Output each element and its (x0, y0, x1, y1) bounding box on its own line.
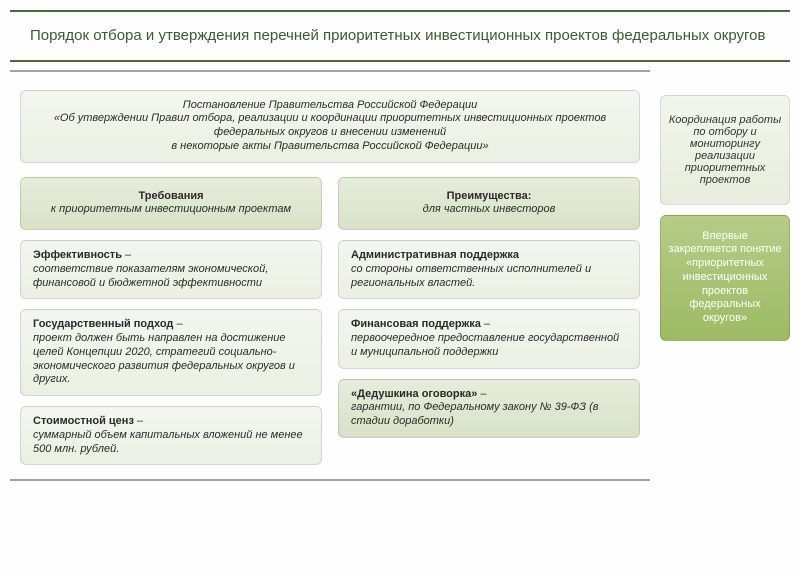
adv-header-rest: для частных инвесторов (423, 203, 556, 215)
item-title: «Дедушкина оговорка» (351, 388, 477, 400)
item-dash: – (134, 415, 143, 427)
req-item-3: Стоимостной ценз – суммарный объем капит… (20, 406, 322, 465)
decree-box: Постановление Правительства Российской Ф… (20, 90, 640, 163)
req-item-2: Государственный подход – проект должен б… (20, 309, 322, 396)
item-dash: – (173, 318, 182, 330)
item-body: со стороны ответственных исполнителей и … (351, 263, 591, 289)
item-title: Государственный подход (33, 318, 173, 330)
title-bar: Порядок отбора и утверждения перечней пр… (10, 10, 790, 62)
two-columns: Требования к приоритетным инвестиционным… (20, 177, 640, 466)
adv-header-bold: Преимущества: (347, 190, 631, 204)
adv-item-1: Административная поддержка со стороны от… (338, 240, 640, 299)
item-dash: – (481, 318, 490, 330)
page-title: Порядок отбора и утверждения перечней пр… (30, 26, 770, 46)
item-body: первоочередное предоставление государств… (351, 332, 619, 358)
highlight-box: Впервые закрепляется понятие «приоритетн… (660, 215, 790, 341)
req-header-rest: к приоритетным инвестиционным проектам (51, 203, 291, 215)
item-body: соответствие показателям экономической, … (33, 263, 268, 289)
item-title: Административная поддержка (351, 249, 519, 261)
diagram-area: Постановление Правительства Российской Ф… (10, 70, 650, 482)
coordination-box: Координация работы по отбору и мониторин… (660, 95, 790, 205)
highlight-text: Впервые закрепляется понятие «приоритетн… (668, 230, 781, 325)
side-panel: Координация работы по отбору и мониторин… (660, 70, 790, 482)
item-title: Эффективность (33, 249, 122, 261)
advantages-column: Преимущества: для частных инвесторов Адм… (338, 177, 640, 466)
item-title: Стоимостной ценз (33, 415, 134, 427)
requirements-column: Требования к приоритетным инвестиционным… (20, 177, 322, 466)
item-dash: – (477, 388, 486, 400)
item-body: проект должен быть направлен на достижен… (33, 332, 295, 385)
item-body: суммарный объем капитальных вложений не … (33, 429, 303, 455)
item-body: гарантии, по Федеральному закону № 39-ФЗ… (351, 401, 598, 427)
advantages-header: Преимущества: для частных инвесторов (338, 177, 640, 231)
item-dash: – (122, 249, 131, 261)
main-content: Постановление Правительства Российской Ф… (0, 70, 800, 482)
adv-item-3: «Дедушкина оговорка» – гарантии, по Феде… (338, 379, 640, 438)
decree-text: Постановление Правительства Российской Ф… (54, 99, 606, 152)
requirements-header: Требования к приоритетным инвестиционным… (20, 177, 322, 231)
adv-item-2: Финансовая поддержка – первоочередное пр… (338, 309, 640, 368)
req-item-1: Эффективность – соответствие показателям… (20, 240, 322, 299)
req-header-bold: Требования (29, 190, 313, 204)
item-title: Финансовая поддержка (351, 318, 481, 330)
coordination-text: Координация работы по отбору и мониторин… (669, 114, 781, 186)
